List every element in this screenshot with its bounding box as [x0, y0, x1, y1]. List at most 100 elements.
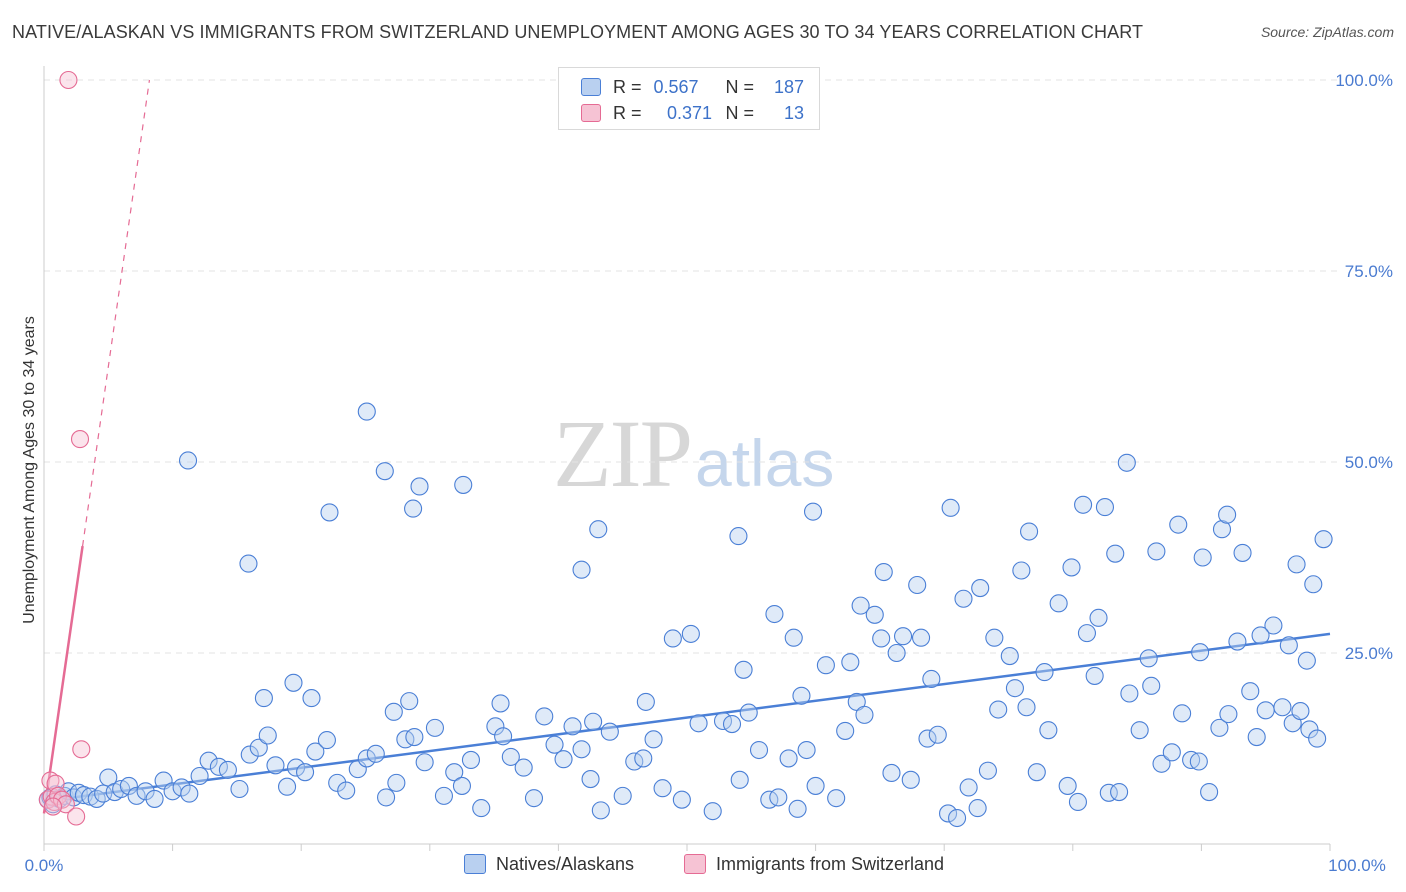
natives-point: [178, 451, 198, 470]
n-label: N =: [725, 102, 755, 123]
natives-point: [971, 579, 990, 598]
natives-point: [855, 705, 874, 724]
natives-point: [739, 703, 758, 722]
natives-point: [1117, 453, 1136, 472]
natives-point: [306, 742, 325, 761]
natives-point: [978, 761, 997, 780]
natives-point: [939, 804, 958, 823]
natives-point: [1210, 718, 1229, 737]
natives-point: [1287, 555, 1306, 574]
natives-point: [874, 562, 893, 582]
natives-point: [941, 498, 960, 517]
stats-legend-swiss: R = 0.371 N = 13: [581, 101, 804, 125]
y-tick-label: 75.0%: [1345, 262, 1393, 281]
swiss-point: [43, 797, 63, 816]
natives-point: [1000, 647, 1019, 666]
natives-point: [375, 462, 394, 481]
natives-point: [127, 786, 146, 805]
natives-point: [636, 692, 655, 711]
natives-point: [1251, 626, 1270, 645]
natives-point: [1279, 636, 1298, 655]
natives-point: [180, 784, 199, 803]
swiss-legend-swatch: [684, 854, 706, 874]
natives-point: [240, 745, 259, 764]
natives-point: [218, 760, 237, 779]
natives-point: [882, 763, 901, 782]
natives-point: [681, 624, 700, 643]
natives-point: [769, 788, 788, 807]
natives-point: [922, 669, 941, 689]
natives-point: [1233, 543, 1252, 562]
natives-point: [1308, 729, 1327, 748]
natives-point: [918, 729, 937, 748]
natives-point: [320, 503, 339, 522]
natives-swatch: [581, 78, 601, 96]
natives-point: [1005, 679, 1024, 698]
natives-point: [1012, 561, 1031, 580]
swiss-trend-line: [42, 545, 84, 814]
natives-point: [1139, 649, 1158, 668]
natives-point: [145, 789, 164, 808]
natives-point: [954, 589, 973, 608]
natives-point: [792, 686, 811, 705]
natives-point: [366, 744, 385, 763]
x-tick-label-min: 0.0%: [25, 856, 64, 875]
natives-point: [985, 628, 1004, 647]
natives-point: [689, 714, 708, 733]
natives-point: [445, 763, 464, 782]
legend-item-natives: Natives/Alaskans: [464, 852, 634, 876]
natives-point: [644, 730, 663, 749]
axes: [43, 66, 1331, 851]
natives-point: [663, 629, 682, 648]
natives-point: [600, 722, 619, 741]
natives-point: [302, 689, 321, 708]
natives-point: [1264, 616, 1283, 635]
natives-point: [1106, 544, 1125, 563]
natives-point: [384, 702, 403, 721]
natives-point: [841, 653, 860, 672]
natives-point: [572, 560, 591, 579]
natives-point: [1099, 783, 1118, 802]
watermark-atlas: atlas: [695, 426, 835, 500]
natives-point: [425, 718, 444, 737]
watermark: ZIPatlas: [553, 398, 834, 509]
natives-point: [1191, 643, 1210, 662]
natives-point: [1212, 520, 1232, 539]
natives-point: [405, 727, 424, 747]
natives-point: [803, 502, 823, 521]
natives-point: [404, 499, 423, 518]
natives-point: [337, 781, 356, 800]
r-value: 0.567: [653, 76, 699, 97]
natives-point: [968, 799, 987, 818]
natives-point: [989, 700, 1008, 719]
data-points: [38, 70, 1333, 828]
natives-point: [410, 477, 429, 496]
natives-point: [258, 726, 277, 745]
natives-point: [788, 799, 807, 818]
natives-point: [1089, 608, 1108, 627]
natives-point: [872, 629, 891, 648]
natives-point: [887, 643, 906, 663]
natives-point: [591, 801, 610, 820]
grid-lines: [44, 79, 1340, 654]
y-tick-label: 50.0%: [1345, 453, 1393, 472]
natives-point: [851, 596, 870, 615]
natives-point: [563, 717, 582, 736]
x-tick-label-max: 100.0%: [1328, 856, 1386, 875]
natives-point: [1162, 743, 1181, 762]
natives-point: [1291, 702, 1310, 721]
natives-point: [1182, 750, 1201, 770]
natives-point: [119, 776, 138, 795]
natives-point: [454, 475, 473, 494]
natives-point: [634, 749, 653, 768]
natives-point: [722, 715, 742, 734]
r-value: 0.371: [666, 102, 713, 123]
natives-point: [284, 673, 303, 692]
y-tick-label: 100.0%: [1335, 71, 1393, 90]
natives-point: [893, 627, 913, 646]
natives-point: [1095, 498, 1114, 517]
natives-point: [1314, 530, 1333, 549]
natives-point: [1017, 698, 1036, 717]
natives-point: [1074, 495, 1093, 514]
natives-point: [1297, 651, 1316, 670]
